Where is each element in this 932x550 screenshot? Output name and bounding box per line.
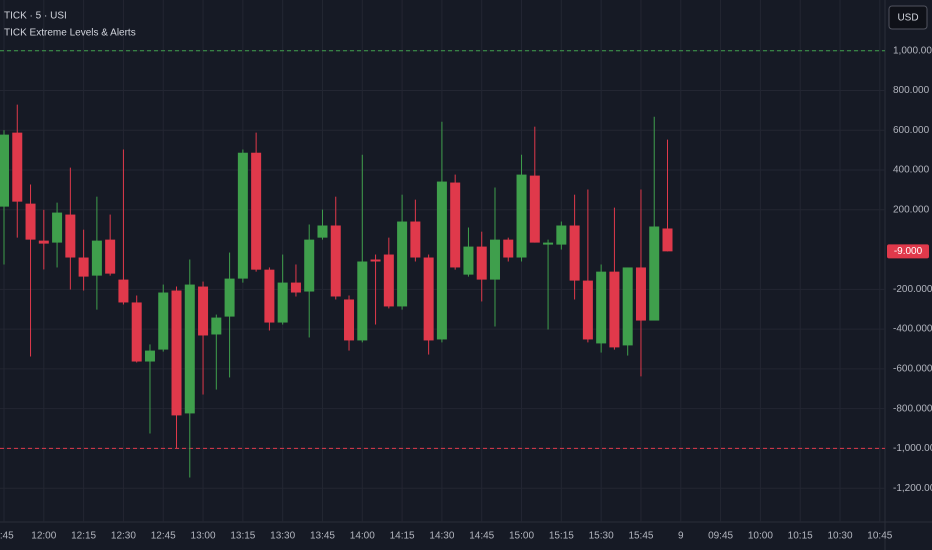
x-tick-label: 13:45 xyxy=(310,531,335,542)
candle-body xyxy=(65,214,76,258)
candle-body xyxy=(224,278,235,317)
y-tick-label: -800.000 xyxy=(893,403,932,414)
candle-body xyxy=(410,221,421,258)
y-tick-label: 1,000.000 xyxy=(893,45,932,56)
candle-body xyxy=(582,280,593,340)
candles xyxy=(0,104,673,478)
x-tick-label: 13:30 xyxy=(270,531,295,542)
currency-label[interactable]: USD xyxy=(897,13,918,24)
x-tick-label: 15:15 xyxy=(549,531,574,542)
candle-body xyxy=(556,225,567,245)
y-tick-label: 800.000 xyxy=(893,85,930,96)
candle-body xyxy=(184,284,195,414)
y-tick-label: 400.000 xyxy=(893,165,930,176)
x-tick-label: 10:30 xyxy=(827,531,852,542)
candle-body xyxy=(516,174,527,258)
y-tick-label: -1,200.000 xyxy=(893,483,932,494)
candle-body xyxy=(543,242,554,245)
x-tick-label: 10:00 xyxy=(748,531,773,542)
y-tick-label: -600.000 xyxy=(893,364,932,375)
candle-body xyxy=(211,317,222,335)
candle-body xyxy=(622,267,633,346)
x-tick-label: 15:45 xyxy=(628,531,653,542)
candle-body xyxy=(370,259,381,262)
x-tick-label: 14:00 xyxy=(350,531,375,542)
candle-body xyxy=(144,350,155,362)
candle-body xyxy=(131,302,142,362)
x-tick-label: 13:00 xyxy=(191,531,216,542)
candle-body xyxy=(450,182,461,268)
x-tick-label: 10:15 xyxy=(788,531,813,542)
x-tick-label: 09:45 xyxy=(708,531,733,542)
candle-body xyxy=(357,261,368,341)
candle-body xyxy=(277,282,288,323)
candle-body xyxy=(463,246,474,275)
x-tick-label: 10:45 xyxy=(867,531,892,542)
candle-body xyxy=(304,239,315,292)
candle-body xyxy=(609,271,620,348)
candle-body xyxy=(12,132,23,202)
candle-body xyxy=(662,228,673,252)
candle-body xyxy=(569,225,580,281)
candle-body xyxy=(91,240,102,276)
last-price-label: -9.000 xyxy=(894,246,923,257)
candle-body xyxy=(105,239,116,274)
candle-body xyxy=(38,240,49,244)
x-tick-label: 15:30 xyxy=(589,531,614,542)
x-tick-label: 12:45 xyxy=(151,531,176,542)
candle-body xyxy=(397,221,408,307)
candle-body xyxy=(25,203,36,240)
candle-body xyxy=(330,225,341,297)
candle-body xyxy=(158,292,169,350)
candle-body xyxy=(383,254,394,307)
y-tick-label: 200.000 xyxy=(893,204,930,215)
candle-body xyxy=(251,152,262,270)
candle-body xyxy=(264,269,275,323)
x-tick-label: 1:45 xyxy=(0,531,14,542)
candle-body xyxy=(503,239,514,258)
x-tick-label: 14:30 xyxy=(429,531,454,542)
x-tick-label: 14:45 xyxy=(469,531,494,542)
x-tick-label: 12:00 xyxy=(31,531,56,542)
candle-body xyxy=(635,267,646,321)
y-tick-label: -400.000 xyxy=(893,324,932,335)
candle-body xyxy=(78,257,89,277)
candle-body xyxy=(476,246,487,280)
x-tick-label: 15:00 xyxy=(509,531,534,542)
x-tick-label: 13:15 xyxy=(230,531,255,542)
candle-body xyxy=(317,225,328,238)
candle-body xyxy=(423,257,434,341)
candle-body xyxy=(436,181,447,340)
x-tick-label: 9 xyxy=(678,531,684,542)
candle-body xyxy=(290,282,301,293)
candle-body xyxy=(171,290,182,416)
x-tick-label: 12:15 xyxy=(71,531,96,542)
candle-body xyxy=(529,175,540,243)
candle-body xyxy=(344,299,355,341)
candle-body xyxy=(0,134,9,207)
candle-body xyxy=(649,226,660,321)
x-tick-label: 14:15 xyxy=(390,531,415,542)
x-tick-label: 12:30 xyxy=(111,531,136,542)
axes: 1,000.000 800.000 600.000 400.000 200.000 -20… xyxy=(0,45,932,541)
y-tick-label: -200.000 xyxy=(893,284,932,295)
candle-body xyxy=(596,271,607,344)
y-tick-label: -1,000.000 xyxy=(893,443,932,454)
last-price-box xyxy=(887,244,929,259)
candle-body xyxy=(118,279,129,303)
currency-button[interactable] xyxy=(888,5,928,30)
candle-body xyxy=(52,212,63,243)
indicator-title: TICK Extreme Levels & Alerts xyxy=(4,28,136,39)
candle-body xyxy=(489,239,500,280)
y-tick-label: 600.000 xyxy=(893,125,930,136)
candle-body xyxy=(198,286,209,336)
symbol-title: TICK · 5 · USI xyxy=(4,11,67,22)
candle-body xyxy=(237,152,248,279)
